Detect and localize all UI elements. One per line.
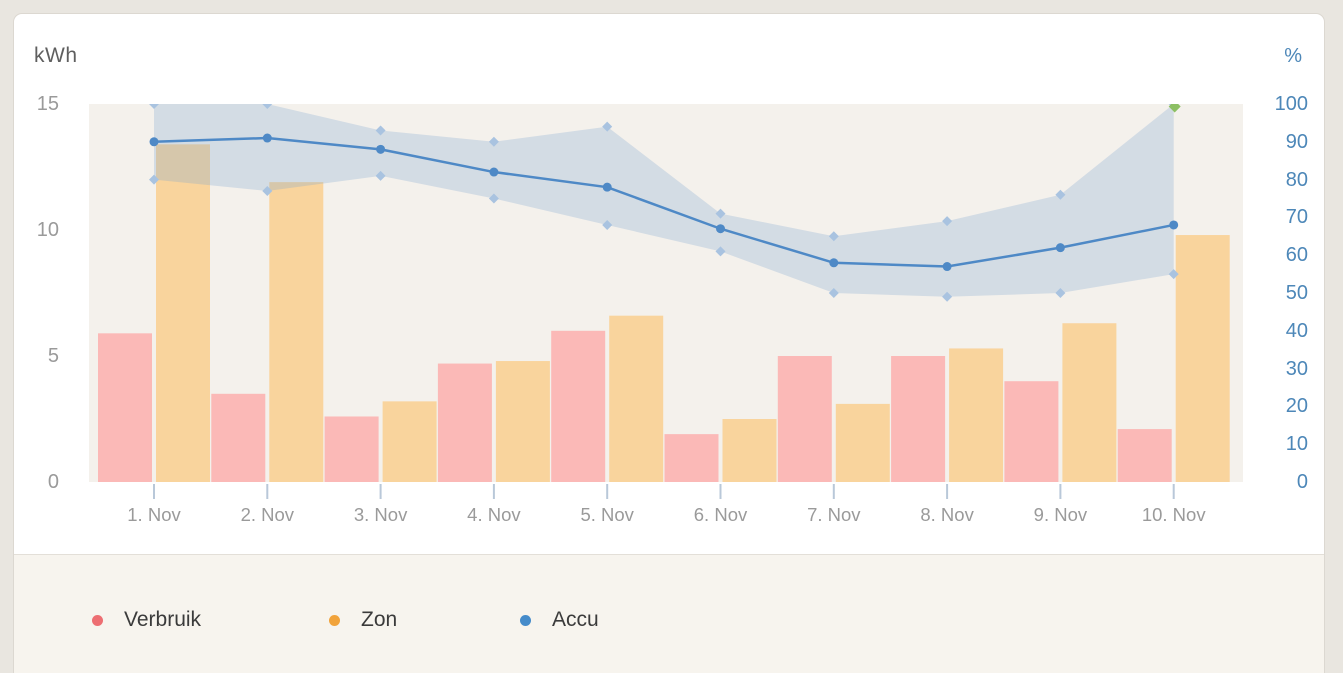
- bar-zon-1-nov[interactable]: [156, 144, 210, 482]
- legend-dot-verbruik-icon: [92, 614, 103, 626]
- right-axis-percent: 0 10 20 30 40 50 60 70 80 90 100: [1243, 93, 1308, 493]
- accu-point-7-nov[interactable]: [829, 258, 839, 268]
- energy-chart-card: kWh % 0 5 10 15 0 10 20 30 40 50 60 70 80 90 100 1. N…: [13, 13, 1325, 673]
- legend-item-zon[interactable]: Zon: [329, 607, 397, 633]
- accu-point-4-nov[interactable]: [489, 167, 499, 177]
- legend-label-accu: Accu: [552, 608, 599, 631]
- bar-zon-2-nov[interactable]: [269, 182, 324, 482]
- accu-max-marker-8-nov[interactable]: [942, 216, 953, 227]
- accu-max-marker-1-nov[interactable]: [149, 104, 159, 109]
- legend-dot-accu-icon: [520, 614, 531, 626]
- left-axis-tick-5: 5: [47, 345, 59, 367]
- accu-min-marker-2-nov[interactable]: [262, 185, 273, 196]
- accu-min-marker-4-nov[interactable]: [488, 193, 499, 204]
- x-axis-label-2-nov: 2. Nov: [241, 504, 295, 525]
- accu-min-marker-6-nov[interactable]: [715, 246, 726, 257]
- right-axis-tick-100: 100: [1274, 93, 1308, 115]
- bar-zon-3-nov[interactable]: [382, 401, 437, 482]
- right-axis-tick-90: 90: [1285, 130, 1308, 153]
- legend-item-verbruik[interactable]: Verbruik: [92, 607, 201, 633]
- x-axis-label-9-nov: 9. Nov: [1034, 504, 1088, 525]
- bar-verbruik-3-nov[interactable]: [324, 416, 379, 482]
- x-axis-label-7-nov: 7. Nov: [807, 504, 861, 525]
- legend-item-accu[interactable]: Accu: [520, 607, 599, 633]
- accu-min-marker-1-nov[interactable]: [149, 174, 159, 185]
- bar-verbruik-6-nov[interactable]: [664, 434, 719, 482]
- chart-area: kWh % 0 5 10 15 0 10 20 30 40 50 60 70 80 90 100 1. N…: [14, 14, 1324, 554]
- accu-point-10-nov[interactable]: [1169, 220, 1179, 230]
- right-axis-tick-50: 50: [1285, 282, 1308, 304]
- bar-verbruik-9-nov[interactable]: [1004, 381, 1059, 482]
- chart-legend: Verbruik Zon Accu: [14, 554, 1324, 673]
- right-axis-tick-60: 60: [1285, 244, 1308, 267]
- bar-verbruik-8-nov[interactable]: [891, 356, 946, 482]
- right-axis-tick-30: 30: [1285, 357, 1308, 380]
- chart-svg: 1. Nov 2. Nov 3. Nov 4. Nov 5. Nov 6. Nov 7. N…: [89, 104, 1243, 525]
- bar-verbruik-4-nov[interactable]: [437, 363, 492, 482]
- right-axis-unit-label: %: [1284, 45, 1302, 67]
- bar-verbruik-1-nov[interactable]: [98, 333, 152, 482]
- accu-min-marker-8-nov[interactable]: [942, 291, 953, 302]
- right-axis-tick-0: 0: [1296, 471, 1308, 493]
- x-axis-label-8-nov: 8. Nov: [920, 504, 974, 525]
- accu-min-marker-9-nov[interactable]: [1055, 288, 1066, 298]
- bar-verbruik-7-nov[interactable]: [777, 356, 832, 482]
- accu-min-marker-3-nov[interactable]: [375, 170, 386, 181]
- legend-dot-zon-icon: [329, 614, 340, 626]
- right-axis-tick-70: 70: [1285, 206, 1308, 229]
- bar-zon-6-nov[interactable]: [722, 419, 777, 482]
- accu-point-8-nov[interactable]: [942, 262, 952, 272]
- legend-label-zon: Zon: [361, 608, 398, 631]
- right-axis-tick-40: 40: [1285, 319, 1308, 342]
- x-axis-label-6-nov: 6. Nov: [694, 504, 748, 525]
- accu-point-6-nov[interactable]: [716, 224, 725, 234]
- left-axis-tick-15: 15: [36, 93, 59, 115]
- accu-point-5-nov[interactable]: [602, 182, 612, 192]
- accu-max-marker-6-nov[interactable]: [715, 208, 726, 219]
- bar-zon-8-nov[interactable]: [949, 348, 1004, 482]
- accu-max-marker-7-nov[interactable]: [828, 231, 839, 242]
- accu-max-marker-2-nov[interactable]: [262, 104, 273, 109]
- right-axis-tick-10: 10: [1285, 433, 1308, 456]
- legend-label-verbruik: Verbruik: [124, 608, 202, 631]
- accu-full-marker-10-nov[interactable]: [1168, 104, 1181, 113]
- bar-zon-4-nov[interactable]: [495, 361, 550, 482]
- x-axis-label-4-nov: 4. Nov: [467, 504, 521, 525]
- bar-zon-5-nov[interactable]: [609, 315, 664, 482]
- accu-range-band: [154, 104, 1174, 297]
- bar-verbruik-2-nov[interactable]: [211, 393, 266, 482]
- accu-line: [153, 136, 1174, 268]
- accu-max-marker-3-nov[interactable]: [375, 125, 386, 136]
- right-axis-tick-80: 80: [1285, 168, 1308, 191]
- x-axis-label-3-nov: 3. Nov: [354, 504, 408, 525]
- left-axis-tick-10: 10: [36, 219, 59, 241]
- accu-point-2-nov[interactable]: [262, 133, 272, 143]
- accu-max-marker-9-nov[interactable]: [1055, 189, 1066, 200]
- x-axis-label-1-nov: 1. Nov: [127, 504, 181, 525]
- accu-min-marker-10-nov[interactable]: [1168, 269, 1179, 280]
- bar-zon-9-nov[interactable]: [1062, 323, 1117, 482]
- bar-zon-7-nov[interactable]: [835, 403, 890, 482]
- bar-verbruik-10-nov[interactable]: [1117, 429, 1172, 482]
- left-axis-kwh: 0 5 10 15: [14, 93, 59, 493]
- x-axis-label-10-nov: 10. Nov: [1142, 504, 1207, 525]
- accu-min-marker-5-nov[interactable]: [602, 219, 613, 230]
- accu-point-3-nov[interactable]: [376, 144, 386, 154]
- accu-point-1-nov[interactable]: [149, 137, 159, 147]
- bar-zon-10-nov[interactable]: [1175, 235, 1230, 482]
- accu-max-marker-5-nov[interactable]: [602, 121, 613, 132]
- left-axis-unit-label: kWh: [34, 44, 78, 67]
- accu-point-9-nov[interactable]: [1055, 243, 1065, 253]
- bar-verbruik-5-nov[interactable]: [551, 330, 606, 482]
- right-axis-tick-20: 20: [1285, 395, 1308, 418]
- accu-max-marker-4-nov[interactable]: [488, 136, 499, 147]
- accu-min-marker-7-nov[interactable]: [828, 288, 839, 298]
- left-axis-tick-0: 0: [47, 471, 59, 493]
- x-axis-label-5-nov: 5. Nov: [580, 504, 634, 525]
